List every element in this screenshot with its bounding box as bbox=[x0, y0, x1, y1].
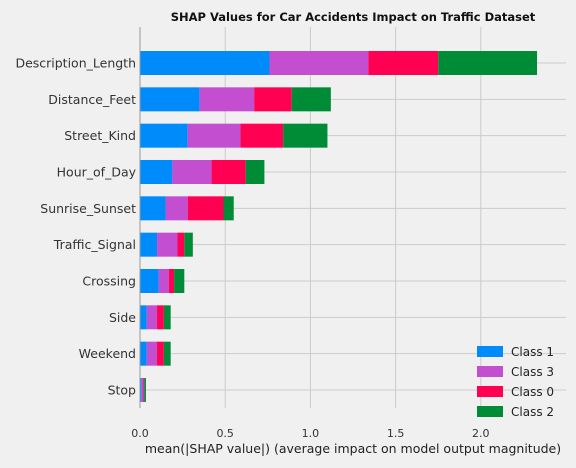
y-tick-label: Stop bbox=[108, 383, 136, 398]
bar-segment bbox=[283, 123, 328, 148]
y-tick-label: Description_Length bbox=[15, 56, 136, 71]
bar-segment bbox=[245, 160, 265, 184]
bar-segment bbox=[163, 341, 171, 366]
bar-segment bbox=[168, 269, 175, 293]
y-tick-label: Traffic_Signal bbox=[53, 237, 136, 252]
x-axis-label: mean(|SHAP value|) (average impact on mo… bbox=[145, 441, 561, 456]
bar-segment bbox=[140, 305, 147, 330]
x-tick-labels: 0.0 0.5 1.0 1.5 2.0 bbox=[131, 427, 489, 440]
bar-segment bbox=[211, 160, 246, 184]
bar-segment bbox=[240, 123, 284, 148]
bar-segment bbox=[140, 232, 158, 257]
y-tick-label: Distance_Feet bbox=[48, 92, 136, 107]
bar-segment bbox=[140, 196, 166, 221]
bar-segment bbox=[177, 232, 185, 257]
bar-segment bbox=[165, 196, 188, 221]
bar-segment bbox=[223, 196, 234, 221]
chart-title: SHAP Values for Car Accidents Impact on … bbox=[171, 10, 536, 24]
bars bbox=[140, 51, 538, 402]
bar-segment bbox=[143, 378, 145, 402]
legend-swatch bbox=[477, 386, 503, 397]
legend-label: Class 1 bbox=[511, 345, 554, 359]
bar-segment bbox=[140, 341, 147, 366]
bar-segment bbox=[146, 341, 158, 366]
bar-segment bbox=[172, 160, 212, 184]
legend-label: Class 0 bbox=[511, 385, 554, 399]
bar-segment bbox=[269, 51, 369, 75]
bar-segment bbox=[140, 87, 200, 112]
bar-segment bbox=[157, 232, 178, 257]
bar-segment bbox=[140, 51, 270, 75]
bar-segment bbox=[146, 305, 158, 330]
bar-segment bbox=[157, 341, 164, 366]
bar-segment bbox=[144, 378, 146, 402]
legend: Class 1 Class 3 Class 0 Class 2 bbox=[477, 345, 554, 419]
y-tick-label: Crossing bbox=[82, 274, 136, 289]
legend-swatch bbox=[477, 346, 503, 357]
bar-segment bbox=[174, 269, 185, 293]
bar-segment bbox=[438, 51, 538, 75]
y-tick-labels: Description_Length Distance_Feet Street_Ki… bbox=[15, 56, 136, 398]
bar-segment bbox=[140, 269, 159, 293]
bar-segment bbox=[157, 305, 164, 330]
bar-segment bbox=[199, 87, 255, 112]
bar-segment bbox=[158, 269, 169, 293]
legend-swatch bbox=[477, 406, 503, 417]
bar-segment bbox=[187, 123, 241, 148]
x-tick-label: 1.0 bbox=[302, 427, 320, 440]
bar-segment bbox=[187, 196, 224, 221]
bar-segment bbox=[368, 51, 439, 75]
bar-segment bbox=[254, 87, 292, 112]
y-tick-label: Street_Kind bbox=[64, 128, 136, 143]
x-tick-label: 2.0 bbox=[472, 427, 490, 440]
y-tick-label: Weekend bbox=[79, 346, 136, 361]
x-tick-label: 1.5 bbox=[387, 427, 405, 440]
y-tick-label: Side bbox=[109, 310, 136, 325]
bar-segment bbox=[141, 378, 144, 402]
bar-segment bbox=[140, 378, 142, 402]
legend-label: Class 2 bbox=[511, 405, 554, 419]
bar-segment bbox=[184, 232, 193, 257]
legend-label: Class 3 bbox=[511, 365, 554, 379]
bar-segment bbox=[163, 305, 171, 330]
bar-segment bbox=[140, 123, 188, 148]
legend-swatch bbox=[477, 366, 503, 377]
x-tick-label: 0.0 bbox=[131, 427, 149, 440]
bar-segment bbox=[291, 87, 331, 112]
x-tick-label: 0.5 bbox=[216, 427, 234, 440]
bar-segment bbox=[140, 160, 173, 184]
y-tick-label: Hour_of_Day bbox=[57, 165, 137, 180]
y-tick-label: Sunrise_Sunset bbox=[40, 201, 136, 216]
